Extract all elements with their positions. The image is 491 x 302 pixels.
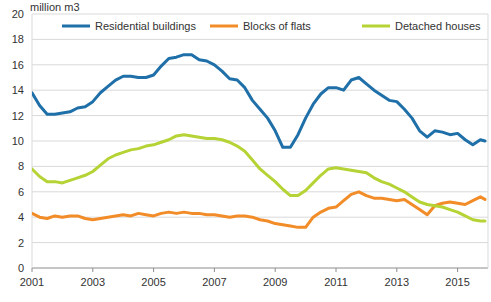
y-tick-label: 6 (18, 186, 24, 198)
y-tick-label: 20 (12, 8, 24, 20)
legend-label: Blocks of flats (243, 20, 311, 32)
y-tick-label: 4 (18, 211, 24, 223)
grid-line (32, 39, 488, 40)
legend-label: Detached houses (395, 20, 481, 32)
y-tick-label: 12 (12, 110, 24, 122)
y-tick-label: 18 (12, 33, 24, 45)
series-line (32, 135, 485, 221)
legend-swatch (210, 25, 238, 28)
x-tick (275, 268, 276, 272)
x-tick (396, 268, 397, 272)
x-tick-label: 2005 (141, 276, 165, 288)
series-line (32, 55, 485, 148)
y-tick-label: 16 (12, 59, 24, 71)
y-axis-line (32, 14, 33, 268)
x-tick (32, 268, 33, 272)
chart-container: 0 2 4 6 8 10 12 14 16 18 20 2001 2003 2005 2007 2009 201… (0, 0, 491, 302)
x-tick-label: 2001 (20, 276, 44, 288)
grid-line (32, 141, 488, 142)
x-tick (214, 268, 215, 272)
grid-line (32, 191, 488, 192)
x-tick-label: 2015 (445, 276, 469, 288)
chart: 0 2 4 6 8 10 12 14 16 18 20 2001 2003 2005 2007 2009 201… (0, 0, 491, 302)
plot-frame (488, 14, 489, 268)
x-tick (457, 268, 458, 272)
x-tick-label: 2011 (324, 276, 348, 288)
x-tick-label: 2009 (263, 276, 287, 288)
x-tick (153, 268, 154, 272)
grid-line (32, 90, 488, 91)
series-line (32, 192, 485, 228)
x-tick (92, 268, 93, 272)
y-tick-label: 0 (18, 262, 24, 274)
grid-line (32, 64, 488, 65)
grid-line (32, 242, 488, 243)
x-tick-label: 2013 (385, 276, 409, 288)
legend-swatch (62, 25, 90, 28)
y-tick-label: 10 (12, 135, 24, 147)
grid-line (32, 14, 488, 15)
plot-area (32, 55, 485, 228)
y-tick-label: 14 (12, 84, 24, 96)
x-tick-label: 2003 (81, 276, 105, 288)
legend-swatch (362, 25, 390, 28)
legend-label: Residential buildings (95, 20, 196, 32)
y-axis-label: million m3 (30, 1, 80, 13)
grid-line (32, 115, 488, 116)
y-tick-label: 8 (18, 160, 24, 172)
x-tick (336, 268, 337, 272)
y-tick-label: 2 (18, 237, 24, 249)
x-tick-label: 2007 (202, 276, 226, 288)
x-axis-line (32, 268, 488, 269)
